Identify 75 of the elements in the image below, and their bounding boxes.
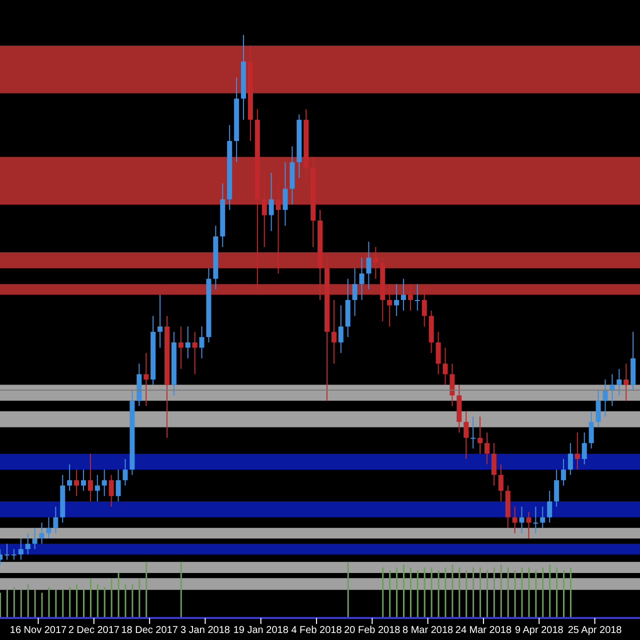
- candlestick: [442, 347, 448, 386]
- candlestick: [491, 442, 496, 486]
- candlestick: [88, 453, 93, 502]
- candlestick: [414, 284, 420, 312]
- candlestick: [262, 178, 267, 248]
- candlestick: [144, 352, 149, 406]
- candlestick: [32, 527, 38, 550]
- candlestick: [192, 331, 198, 375]
- candlestick: [81, 469, 86, 492]
- candlestick: [276, 182, 281, 274]
- candlestick: [450, 363, 455, 406]
- candlestick: [359, 257, 364, 300]
- x-tick-label: 3 Jan 2018: [180, 625, 230, 636]
- candlestick: [282, 162, 288, 226]
- candlestick: [512, 506, 518, 534]
- candlestick: [526, 512, 532, 539]
- candlestick: [18, 538, 24, 560]
- candlestick: [547, 490, 552, 524]
- candlestick: [498, 464, 504, 502]
- candlestick: [574, 432, 580, 470]
- candlestick: [422, 288, 427, 327]
- candlestick: [25, 532, 30, 555]
- candlestick: [338, 304, 344, 354]
- candlestick: [158, 294, 163, 348]
- candlestick: [46, 516, 52, 539]
- candlestick: [478, 416, 483, 454]
- x-tick-label: 18 Dec 2017: [121, 625, 178, 636]
- candlestick: [108, 474, 114, 508]
- candlestick: [436, 331, 441, 375]
- candlestick: [102, 469, 107, 497]
- candlestick: [352, 268, 358, 316]
- x-tick-label: 19 Jan 2018: [233, 625, 289, 636]
- candlestick: [470, 416, 476, 449]
- candlestick: [464, 410, 469, 460]
- candlestick: [588, 410, 594, 449]
- candlestick: [116, 469, 121, 502]
- candlestick: [596, 390, 601, 428]
- candlestick: [178, 326, 184, 370]
- candlestick: [366, 241, 372, 290]
- x-tick-label: 25 Apr 2018: [568, 625, 622, 636]
- candlestick: [39, 522, 44, 544]
- candlestick: [185, 326, 190, 359]
- candlestick: [616, 368, 622, 396]
- candlestick: [624, 363, 629, 402]
- candlestick: [122, 458, 128, 486]
- candlestick: [582, 432, 587, 465]
- candlestick: [568, 442, 573, 476]
- candlestick: [53, 506, 58, 534]
- candlestick: [408, 284, 413, 312]
- x-tick-label: 2 Dec 2017: [68, 625, 120, 636]
- candlestick: [11, 548, 16, 560]
- candlestick: [540, 506, 546, 528]
- candlestick: [199, 326, 204, 359]
- candlestick: [373, 246, 378, 280]
- candlestick: [394, 284, 400, 316]
- candlestick: [602, 378, 608, 418]
- candlestick: [67, 464, 72, 492]
- candlestick: [268, 172, 274, 232]
- candlestick: [331, 299, 336, 364]
- candlestick: [554, 469, 560, 508]
- candlestick: [74, 469, 80, 497]
- candlestick: [4, 543, 10, 560]
- candlestick: [387, 284, 392, 327]
- x-tick-label: 8 Mar 2018: [402, 625, 454, 636]
- x-tick-label: 4 Feb 2018: [291, 625, 342, 636]
- x-tick-label: 24 Mar 2018: [455, 625, 512, 636]
- x-tick-label: 16 Nov 2017: [10, 625, 68, 636]
- candlestick: [519, 506, 524, 534]
- candlestick: [94, 474, 100, 502]
- x-tick-label: 9 Apr 2018: [514, 625, 564, 636]
- candlestick: [533, 506, 538, 534]
- candlestick: [484, 432, 490, 465]
- candlestick: [401, 278, 406, 312]
- candlestick: [561, 458, 566, 486]
- x-tick-label: 20 Feb 2018: [344, 625, 401, 636]
